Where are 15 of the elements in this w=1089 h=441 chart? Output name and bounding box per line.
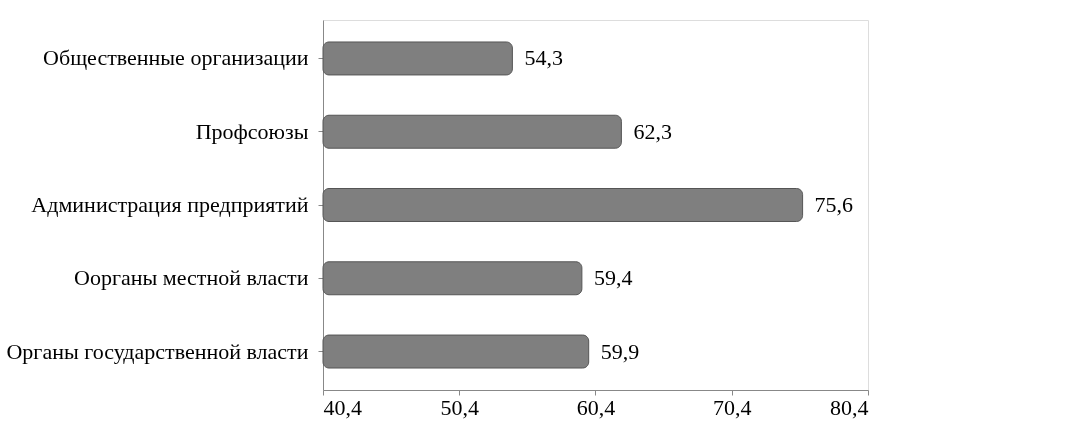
- x-tick-label: 40,4: [323, 394, 362, 420]
- data-label: 54,3: [524, 45, 563, 71]
- y-tick-label: Органы государственной власти: [6, 338, 309, 364]
- x-tick-label: 80,4: [830, 394, 869, 420]
- data-label: 59,9: [600, 338, 640, 364]
- data-label: 59,4: [593, 265, 633, 291]
- x-tick-label: 50,4: [440, 394, 479, 420]
- data-label: 75,6: [814, 192, 854, 217]
- x-tick-label: 60,4: [576, 394, 616, 420]
- y-tick-label: Общественные организации: [43, 45, 309, 71]
- y-tick-label: Оорганы местной власти: [74, 265, 309, 291]
- y-tick-label: Администрация предприятий: [31, 192, 309, 217]
- data-label: 62,3: [633, 118, 672, 144]
- x-tick-label: 70,4: [713, 394, 752, 420]
- y-tick-label: Профсоюзы: [195, 118, 309, 144]
